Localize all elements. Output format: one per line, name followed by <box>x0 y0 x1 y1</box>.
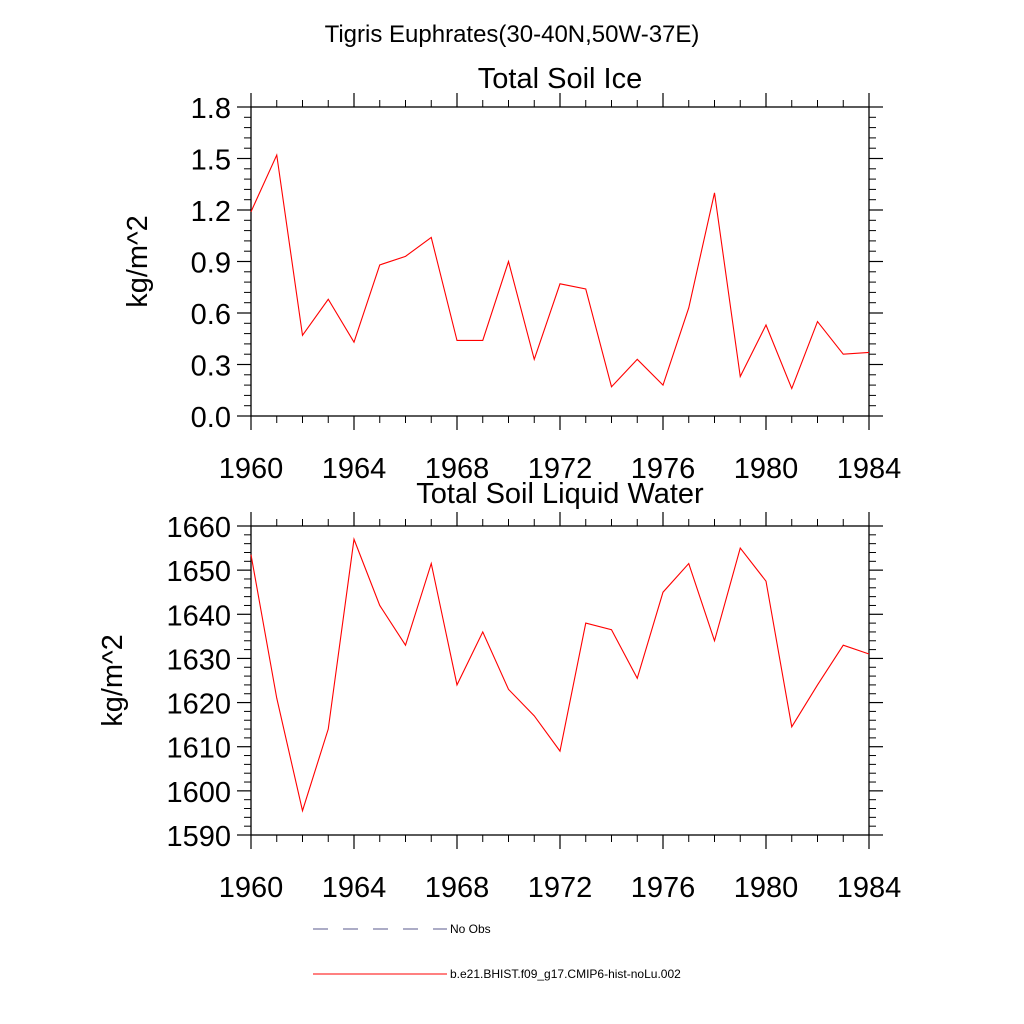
y-tick-label: 1600 <box>166 777 231 809</box>
y-tick-label: 1640 <box>166 600 231 632</box>
x-tick-label: 1972 <box>528 872 593 904</box>
y-tick-label: 1.8 <box>191 93 231 125</box>
y-tick-label: 1660 <box>166 512 231 544</box>
series-line-1 <box>250 537 870 813</box>
y-axis-label: kg/m^2 <box>122 215 154 308</box>
x-tick-label: 1968 <box>425 453 490 485</box>
legend-item-1: No Obs <box>313 922 491 936</box>
legend-label: b.e21.BHIST.f09_g17.CMIP6-hist-noLu.002 <box>450 967 681 981</box>
y-tick-label: 1590 <box>166 821 231 853</box>
chart-panels: Total Soil Ice 0.0 0.3 0.6 0.9 1.2 1.5 1.8 1960 1… <box>97 63 901 904</box>
page-title: Tigris Euphrates(30-40N,50W-37E) <box>325 21 700 48</box>
x-tick-label: 1984 <box>837 872 902 904</box>
y-tick-label: 1650 <box>166 556 231 588</box>
y-tick-label: 1.2 <box>191 196 231 228</box>
y-tick-label: 1620 <box>166 689 231 721</box>
chart-panel-1: Total Soil Ice 0.0 0.3 0.6 0.9 1.2 1.5 1.8 1960 1… <box>122 63 901 485</box>
x-tick-label: 1976 <box>631 453 696 485</box>
x-tick-label: 1980 <box>734 453 799 485</box>
chart-title: Total Soil Liquid Water <box>416 478 704 510</box>
y-tick-label: 0.6 <box>191 299 231 331</box>
x-tick-label: 1964 <box>322 453 387 485</box>
chart-title: Total Soil Ice <box>478 63 642 95</box>
plot-frame <box>250 525 870 836</box>
y-tick-label: 1630 <box>166 644 231 676</box>
y-tick-label: 1.5 <box>191 145 231 177</box>
x-tick-label: 1984 <box>837 453 902 485</box>
x-tick-label: 1968 <box>425 872 490 904</box>
chart-panel-2: Total Soil Liquid Water 1590 1600 1610 1620 1… <box>97 478 901 904</box>
x-tick-label: 1960 <box>219 872 284 904</box>
legend-label: No Obs <box>450 922 491 936</box>
x-tick-label: 1976 <box>631 872 696 904</box>
x-tick-label: 1964 <box>322 872 387 904</box>
y-tick-label: 0.9 <box>191 248 231 280</box>
x-tick-label: 1960 <box>219 453 284 485</box>
y-tick-label: 0.3 <box>191 351 231 383</box>
x-tick-label: 1980 <box>734 872 799 904</box>
y-axis-label: kg/m^2 <box>97 634 129 727</box>
x-tick-label: 1972 <box>528 453 593 485</box>
legend-item-2: b.e21.BHIST.f09_g17.CMIP6-hist-noLu.002 <box>313 967 681 981</box>
y-tick-label: 0.0 <box>191 402 231 434</box>
y-tick-label: 1610 <box>166 733 231 765</box>
plot-frame <box>250 106 870 417</box>
series-line-1 <box>250 153 870 391</box>
chart-legend: No Obs b.e21.BHIST.f09_g17.CMIP6-hist-noL… <box>313 922 681 981</box>
